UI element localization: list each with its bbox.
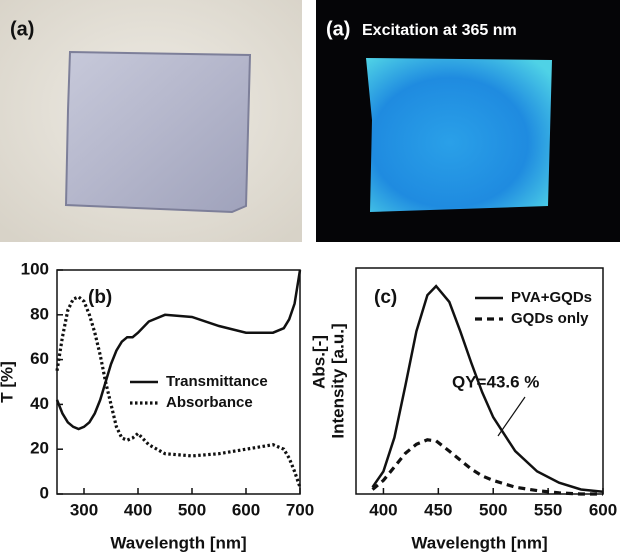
- figure: (a) (a) Excitation at 365 nm 30040050060…: [0, 0, 620, 554]
- x-tick-label: 400: [124, 500, 152, 519]
- panel-label: (c): [374, 287, 397, 308]
- film-photo: [66, 52, 250, 212]
- x-tick-label: 450: [424, 500, 452, 519]
- legend-label: GQDs only: [511, 310, 589, 327]
- y2-axis-label: Abs.[-]: [309, 335, 328, 389]
- legend-label: PVA+GQDs: [511, 289, 592, 306]
- annotation: QY=43.6 %: [452, 372, 539, 391]
- photo-label: (a): [10, 18, 34, 40]
- x-axis-label: Wavelength [nm]: [110, 533, 246, 552]
- fluorescent-film-photo: [366, 58, 552, 212]
- y-axis-label: T [%]: [0, 361, 16, 403]
- y-tick-label: 80: [30, 304, 49, 323]
- legend-label: Transmittance: [166, 373, 268, 390]
- panel-label: (b): [88, 287, 112, 308]
- y-tick-label: 100: [21, 259, 49, 278]
- x-axis-label: Wavelength [nm]: [411, 533, 547, 552]
- x-tick-label: 600: [589, 500, 617, 519]
- photo-caption: Excitation at 365 nm: [362, 22, 517, 39]
- page: {"photos": [{"label": "(a)"}, {"label": …: [0, 0, 620, 554]
- y-axis-label: Intensity [a.u.]: [328, 323, 347, 438]
- y-tick-label: 60: [30, 349, 49, 368]
- x-tick-label: 550: [534, 500, 562, 519]
- y-tick-label: 20: [30, 439, 49, 458]
- y-tick-label: 0: [40, 483, 49, 502]
- x-tick-label: 600: [232, 500, 260, 519]
- y-tick-label: 40: [30, 394, 49, 413]
- x-tick-label: 500: [178, 500, 206, 519]
- x-tick-label: 400: [369, 500, 397, 519]
- x-tick-label: 700: [286, 500, 314, 519]
- x-tick-label: 500: [479, 500, 507, 519]
- photo-label: (a): [326, 18, 350, 40]
- data-line: [57, 297, 300, 487]
- legend-label: Absorbance: [166, 394, 253, 411]
- x-tick-label: 300: [70, 500, 98, 519]
